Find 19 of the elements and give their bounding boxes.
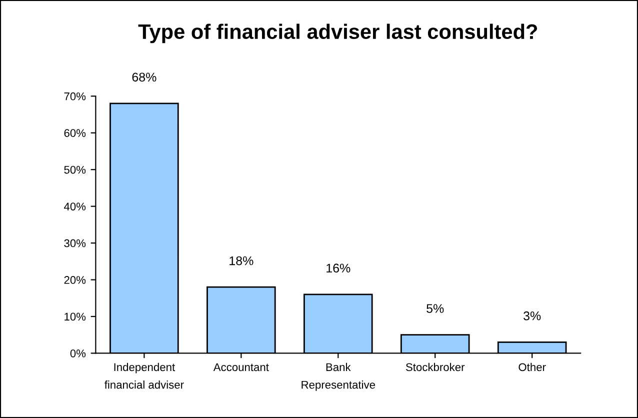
x-tick-label: Other (518, 362, 546, 372)
chart-title: Type of financial adviser last consulted? (138, 24, 538, 44)
y-tick-label: 10% (64, 312, 86, 321)
y-tick-label: 30% (64, 239, 86, 248)
y-tick-label: 60% (64, 129, 86, 137)
y-tick-label: 40% (64, 202, 86, 210)
y-tick-label: 20% (64, 276, 86, 284)
y-tick-label: 70% (64, 92, 86, 100)
y-tick-label: 0% (70, 349, 86, 358)
data-label: 68% (132, 72, 156, 82)
x-tick-label: Independent financial adviser (104, 362, 184, 389)
x-tick-label: Bank Representative (302, 362, 376, 391)
data-label: 18% (230, 256, 254, 266)
x-tick-label: Accountant (213, 363, 269, 372)
y-tick-label: 50% (64, 166, 86, 174)
data-label: 16% (326, 264, 350, 273)
data-label: 3% (524, 311, 541, 320)
data-label: 5% (426, 304, 444, 313)
x-tick-label: Stockbroker (406, 362, 465, 372)
